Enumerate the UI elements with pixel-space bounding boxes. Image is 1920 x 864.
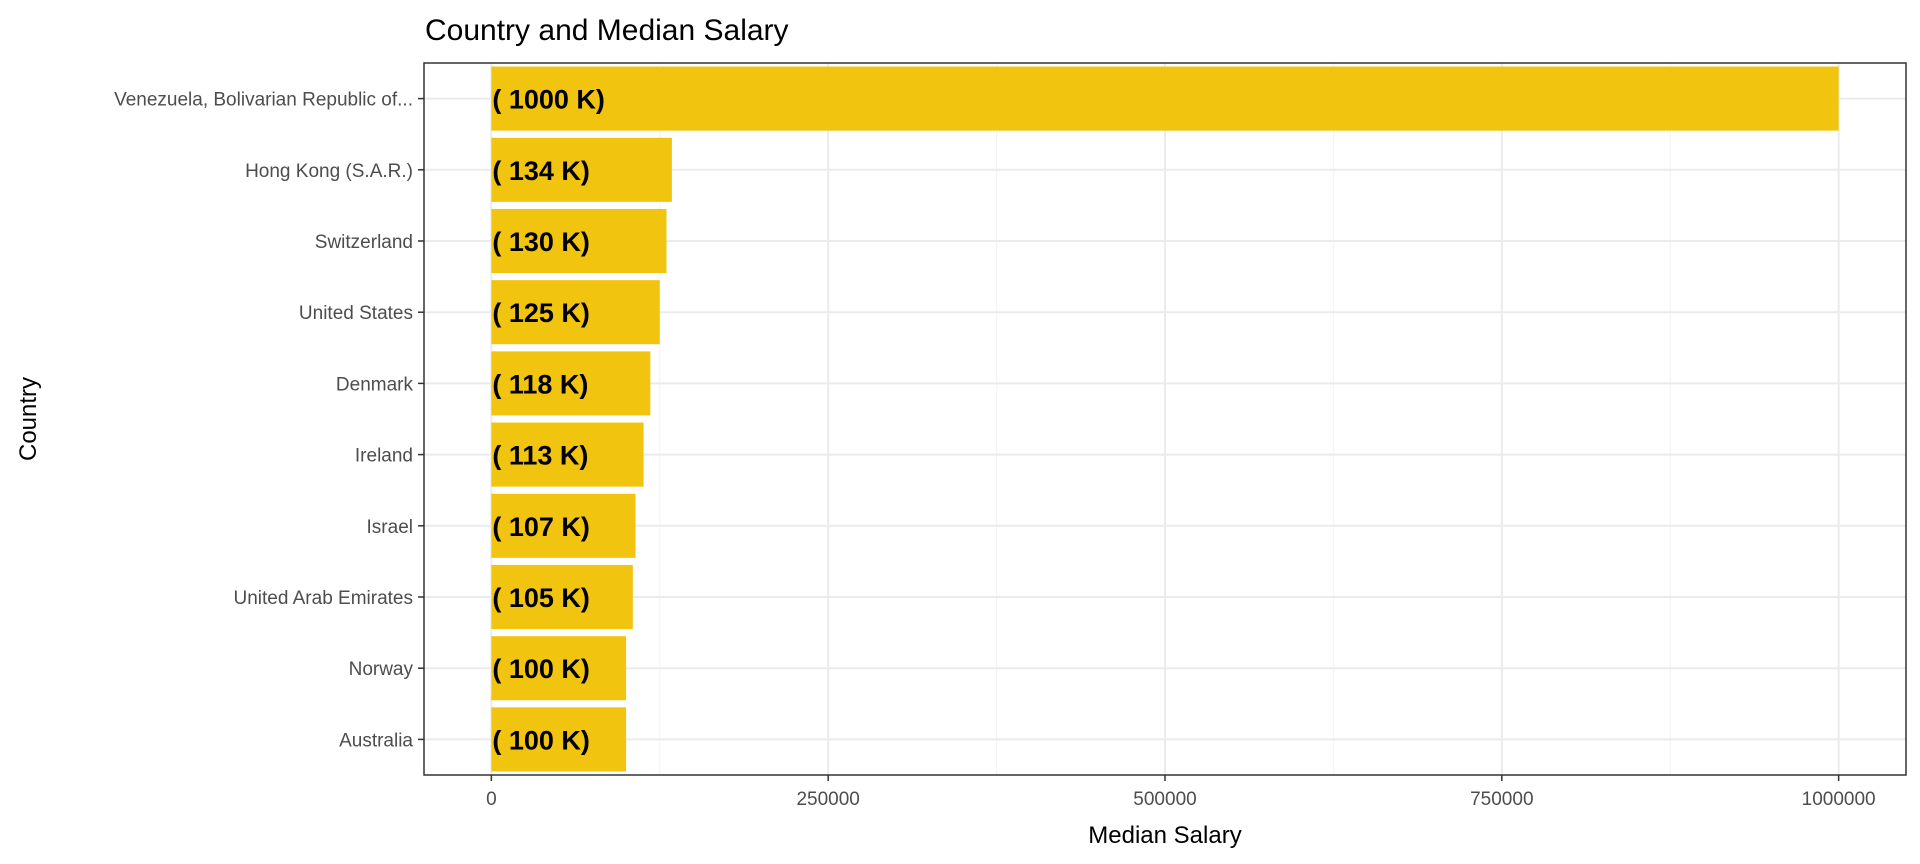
y-tick-label: Denmark (336, 374, 414, 395)
bar-data-label: ( 113 K) (492, 441, 588, 471)
bar-data-label: ( 118 K) (492, 369, 588, 399)
bar-labels-group: ( 1000 K) ( 134 K) ( 130 K) ( 125 K) ( 118 K… (492, 85, 605, 756)
minor-gridlines (659, 63, 1671, 775)
bar (491, 493, 636, 558)
bar (491, 208, 667, 274)
bar (491, 707, 627, 772)
bar-data-label: ( 130 K) (492, 227, 590, 257)
bar-data-label: ( 100 K) (492, 654, 590, 684)
bar (491, 137, 672, 202)
y-tick-label: Israel (367, 517, 413, 538)
y-axis-title: Country (15, 377, 42, 461)
y-tick-label: United States (299, 303, 413, 324)
bar-data-label: ( 134 K) (492, 156, 590, 186)
y-axis: Venezuela, Bolivarian Republic of... Hong… (114, 90, 424, 751)
y-tick-label: Ireland (355, 446, 413, 467)
y-tick-label: United Arab Emirates (233, 588, 413, 609)
bar (491, 636, 627, 701)
bar-data-label: ( 105 K) (492, 583, 590, 613)
x-tick-label: 0 (486, 789, 497, 810)
bar-data-label: ( 107 K) (492, 512, 590, 542)
bar-data-label: ( 1000 K) (492, 85, 605, 115)
y-tick-label: Venezuela, Bolivarian Republic of... (114, 90, 413, 111)
x-axis: 0 250000 500000 750000 1000000 (486, 775, 1876, 810)
bar (491, 422, 644, 487)
bar (491, 280, 660, 345)
bar-data-label: ( 100 K) (492, 725, 590, 755)
bar (491, 351, 651, 416)
x-tick-label: 250000 (796, 789, 859, 810)
chart-title: Country and Median Salary (425, 14, 789, 47)
y-tick-label: Switzerland (315, 232, 413, 253)
bar (491, 66, 1839, 131)
y-tick-label: Australia (339, 730, 413, 751)
x-tick-label: 500000 (1133, 789, 1196, 810)
y-tick-label: Norway (349, 659, 414, 680)
bars-group (491, 66, 1839, 772)
bar-data-label: ( 125 K) (492, 298, 590, 328)
x-tick-label: 750000 (1470, 789, 1533, 810)
y-tick-label: Hong Kong (S.A.R.) (245, 161, 413, 182)
x-tick-label: 1000000 (1802, 789, 1876, 810)
bar (491, 564, 633, 630)
x-axis-title: Median Salary (1088, 822, 1241, 849)
